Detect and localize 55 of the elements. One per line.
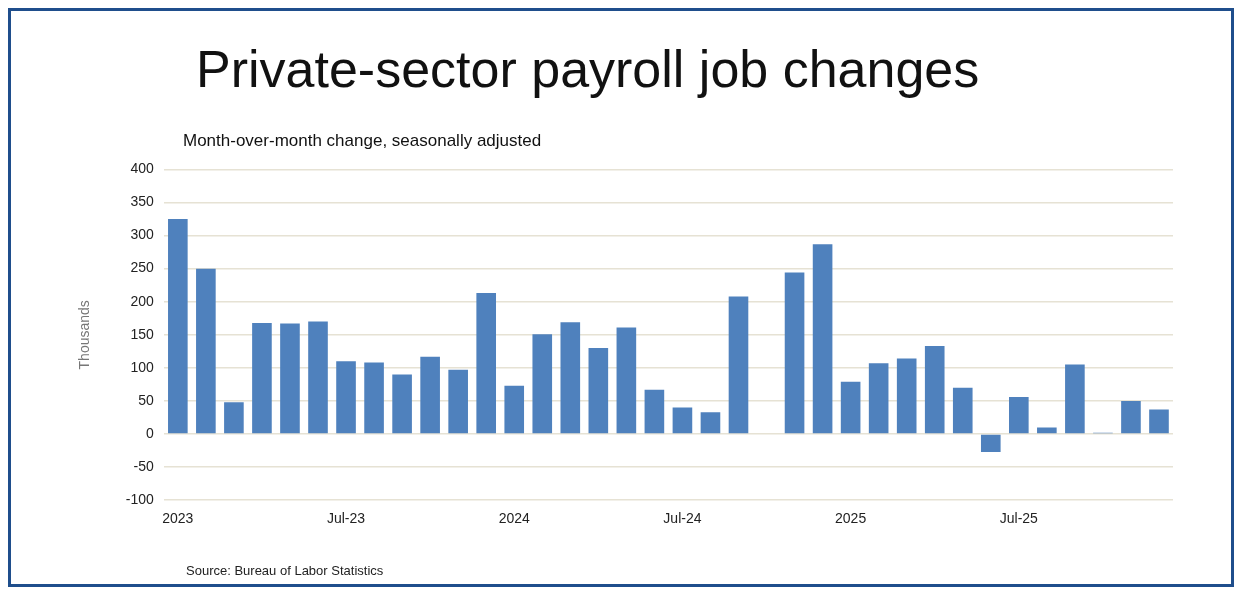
x-tick-label: Jul-24 [663, 510, 702, 527]
bar [728, 296, 749, 434]
x-tick-label: Jul-25 [999, 510, 1039, 527]
y-tick-label: 0 [146, 424, 155, 441]
y-tick-label: 400 [130, 160, 155, 177]
bar [980, 434, 1001, 452]
bar [308, 321, 328, 434]
bar [476, 293, 497, 434]
x-tick-label: Jul-23 [326, 510, 366, 527]
y-tick-label: -100 [125, 491, 155, 508]
bar [560, 322, 581, 434]
bar [812, 244, 833, 434]
bar [336, 361, 356, 434]
bar [392, 374, 412, 434]
bar [364, 362, 384, 434]
x-tick-label: 2025 [835, 510, 867, 527]
y-tick-label: 250 [130, 259, 155, 276]
bar [840, 381, 861, 434]
bar [224, 402, 244, 434]
y-tick-label: 350 [130, 193, 155, 210]
bar [868, 363, 889, 434]
y-tick-label: -50 [133, 457, 155, 474]
bar [1149, 409, 1169, 434]
bar [196, 268, 216, 434]
bar [280, 323, 300, 434]
bar [924, 346, 945, 434]
bar [532, 334, 553, 434]
bar [420, 356, 440, 434]
bar [616, 327, 637, 434]
y-tick-label: 50 [138, 391, 155, 408]
bar [952, 387, 973, 434]
x-tick-label: 2023 [162, 510, 194, 527]
y-tick-label: 150 [130, 325, 155, 342]
bar [1065, 364, 1085, 434]
bar [1037, 427, 1057, 434]
y-axis-title: Thousands [76, 300, 93, 370]
bar [672, 407, 693, 434]
bar [252, 322, 272, 434]
x-tick-label: 2024 [498, 510, 531, 527]
y-tick-label: 100 [130, 358, 155, 375]
chart-subtitle: Month-over-month change, seasonally adjusted [183, 131, 542, 151]
bar [448, 369, 468, 434]
source-note: Source: Bureau of Labor Statistics [186, 563, 384, 578]
bar [588, 348, 609, 434]
chart-title: Private-sector payroll job changes [196, 39, 980, 99]
bar [784, 272, 805, 434]
y-tick-label: 300 [130, 226, 155, 243]
bar [896, 358, 917, 434]
bar [1009, 396, 1029, 434]
y-tick-label: 200 [130, 292, 155, 309]
bar [504, 385, 525, 434]
bar [644, 389, 665, 434]
bar [1121, 400, 1141, 434]
bar [168, 219, 188, 434]
bar [700, 412, 721, 434]
